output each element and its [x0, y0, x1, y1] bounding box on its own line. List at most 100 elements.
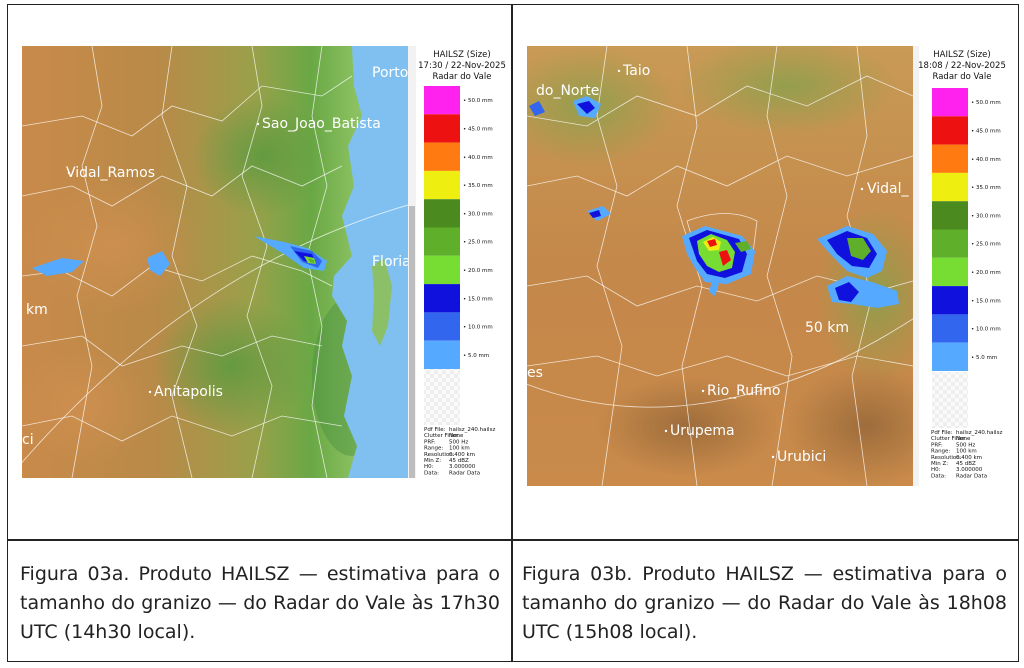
- legend-swatch: [932, 144, 968, 173]
- place-porto: Porto: [372, 65, 408, 81]
- legend-title-a: HAILSZ (Size): [433, 50, 490, 60]
- meta-key: Pdf File:: [424, 427, 446, 433]
- meta-value: None: [956, 436, 971, 442]
- place-vidal: Vidal_: [867, 181, 910, 197]
- legend-label: • 5.0 mm: [971, 355, 997, 361]
- legend-swatch: [932, 286, 968, 315]
- meta-value: 3.000000: [449, 464, 476, 470]
- legend-swatch: [932, 229, 968, 258]
- legend-label: • 40.0 mm: [463, 155, 493, 161]
- table-frame: [7, 4, 1019, 662]
- legend-label: • 25.0 mm: [463, 240, 493, 246]
- legend-swatch: [424, 312, 460, 341]
- place-urubici: Urubici: [777, 449, 826, 465]
- legend-swatch: [932, 201, 968, 230]
- legend-label: • 15.0 mm: [463, 296, 493, 302]
- legend-label: • 15.0 mm: [971, 298, 1001, 304]
- meta-key: Clutter Filter:: [931, 436, 967, 442]
- place-taio: Taio: [622, 63, 650, 79]
- meta-value: 100 km: [956, 449, 977, 455]
- meta-value: Radar Data: [956, 473, 987, 479]
- legend-swatch: [424, 340, 460, 369]
- meta-key: PRF:: [931, 442, 943, 448]
- legend-swatch: [424, 170, 460, 200]
- legend-swatch: [424, 227, 460, 256]
- legend-label: • 50.0 mm: [463, 98, 493, 104]
- legend-swatch: [424, 86, 460, 115]
- legend-swatch: [424, 284, 460, 313]
- legend-label: • 45.0 mm: [971, 128, 1001, 134]
- place-ci: ci: [22, 432, 34, 448]
- legend-label: • 10.0 mm: [463, 325, 493, 331]
- meta-value: 100 km: [449, 446, 470, 452]
- place-floria: Floria: [372, 254, 411, 270]
- legend-a: HAILSZ (Size) 17:30 / 22-Nov-2025 Radar …: [416, 46, 508, 486]
- table-column-divider: [511, 4, 513, 662]
- range-label-50km: 50 km: [805, 320, 849, 336]
- meta-key: Min Z:: [424, 458, 441, 464]
- legend-label: • 20.0 mm: [971, 270, 1001, 276]
- legend-swatch: [424, 199, 460, 228]
- place-urupema: Urupema: [670, 423, 735, 439]
- legend-swatch: [932, 88, 968, 117]
- meta-value: None: [449, 433, 464, 439]
- meta-key: Pdf File:: [931, 430, 953, 436]
- legend-swatch: [424, 114, 460, 143]
- meta-value: 500 Hz: [956, 442, 975, 448]
- place-rio-rufino: Rio_Rufino: [707, 383, 780, 399]
- meta-key: Data:: [424, 470, 439, 476]
- meta-value: hailsz_240.hailsz: [956, 430, 1002, 436]
- figure-caption-a: Figura 03a. Produto HAILSZ — estimativa …: [20, 563, 500, 643]
- hail-echoes-a: [32, 236, 327, 276]
- meta-key: PRF:: [424, 439, 436, 445]
- legend-swatch: [932, 172, 968, 202]
- legend-b: HAILSZ (Size) 18:08 / 22-Nov-2025 Radar …: [918, 46, 1007, 486]
- terrain-map-a: Sao_Joao_Batista Vidal_Ramos Porto Flori…: [22, 46, 443, 479]
- legend-label: • 30.0 mm: [463, 211, 493, 217]
- meta-value: hailsz_240.hailsz: [449, 427, 495, 433]
- place-sao-joao-batista: Sao_Joao_Batista: [262, 116, 381, 132]
- radar-image-a: Sao_Joao_Batista Vidal_Ramos Porto Flori…: [22, 46, 508, 486]
- meta-key: Clutter Filter:: [424, 433, 460, 439]
- table-row-divider: [7, 539, 1019, 541]
- place-es: es: [527, 365, 543, 381]
- legend-source-a: Radar do Vale: [433, 72, 492, 82]
- hail-echoes-b: [529, 96, 899, 308]
- legend-swatch: [424, 142, 460, 171]
- place-do-norte: do_Norte: [536, 83, 599, 99]
- meta-value: 45 dBZ: [956, 461, 976, 467]
- legend-label: • 5.0 mm: [463, 353, 489, 359]
- meta-key: Data:: [931, 473, 946, 479]
- meta-value: Radar Data: [449, 470, 480, 476]
- range-label-km: km: [26, 302, 48, 318]
- legend-label: • 20.0 mm: [463, 268, 493, 274]
- legend-label: • 10.0 mm: [971, 327, 1001, 333]
- meta-value: 0.400 km: [449, 452, 475, 458]
- legend-swatch: [932, 116, 968, 145]
- meta-value: 500 Hz: [449, 439, 468, 445]
- legend-label: • 30.0 mm: [971, 213, 1001, 219]
- meta-key: Resolution:: [424, 452, 455, 458]
- radar-image-b: Taio do_Norte Vidal_ 50 km es Rio_Rufino…: [527, 46, 1007, 486]
- meta-key: Range:: [931, 449, 950, 455]
- legend-label: • 35.0 mm: [463, 183, 493, 189]
- meta-value: 3.000000: [956, 467, 983, 473]
- place-vidal-ramos: Vidal_Ramos: [66, 165, 155, 181]
- figure-caption-b: Figura 03b. Produto HAILSZ — estimativa …: [522, 563, 1007, 643]
- legend-time-b: 18:08 / 22-Nov-2025: [918, 61, 1006, 71]
- terrain-map-b: Taio do_Norte Vidal_ 50 km es Rio_Rufino…: [527, 46, 948, 486]
- meta-value: 0.400 km: [956, 455, 982, 461]
- meta-key: H0:: [931, 467, 941, 473]
- legend-label: • 50.0 mm: [971, 100, 1001, 106]
- place-anitapolis: Anitapolis: [154, 384, 223, 400]
- legend-label: • 35.0 mm: [971, 185, 1001, 191]
- legend-time-a: 17:30 / 22-Nov-2025: [418, 61, 506, 71]
- legend-label: • 25.0 mm: [971, 242, 1001, 248]
- legend-title-b: HAILSZ (Size): [933, 50, 990, 60]
- legend-swatch: [424, 255, 460, 285]
- meta-key: Resolution:: [931, 455, 962, 461]
- legend-swatch: [932, 342, 968, 371]
- legend-label: • 40.0 mm: [971, 157, 1001, 163]
- meta-key: H0:: [424, 464, 434, 470]
